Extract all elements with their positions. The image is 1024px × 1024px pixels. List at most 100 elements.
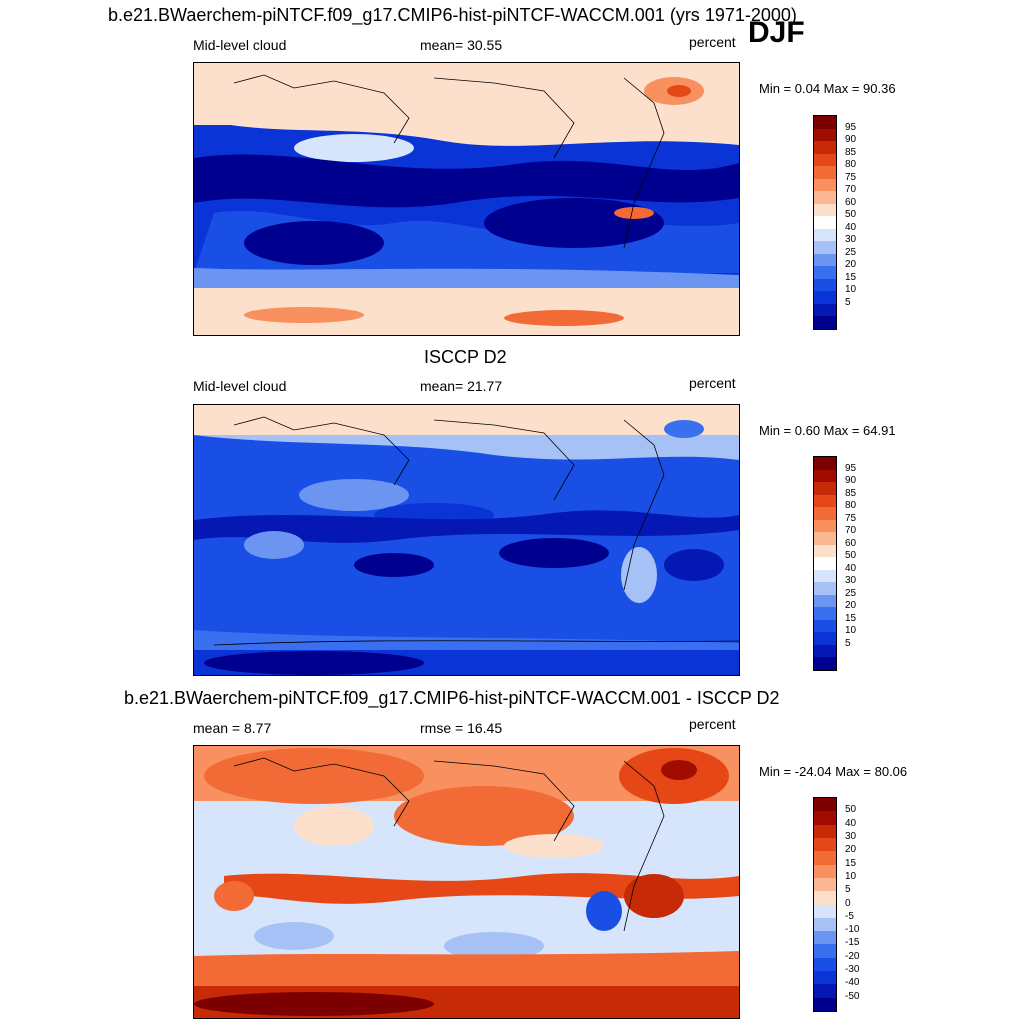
- colorbar-segment: [814, 241, 836, 254]
- colorbar-tick-label: 10: [845, 625, 857, 637]
- colorbar-tick-label: 90: [845, 475, 857, 487]
- colorbar-segment: [814, 203, 836, 217]
- colorbar-tick-label: 25: [845, 246, 857, 258]
- panel2-units: percent: [689, 375, 736, 391]
- panel2-title: ISCCP D2: [424, 347, 507, 367]
- panel3-map: [193, 745, 740, 1019]
- panel1-variable: Mid-level cloud: [193, 37, 287, 53]
- colorbar-tick-label: 20: [845, 844, 857, 856]
- colorbar-segment: [814, 278, 836, 292]
- colorbar-segment: [814, 619, 836, 633]
- colorbar-segment: [814, 864, 836, 878]
- colorbar-segment: [814, 877, 836, 892]
- colorbar-segment: [814, 569, 836, 583]
- colorbar-segment: [814, 316, 836, 329]
- colorbar-tick-label: 50: [845, 550, 857, 562]
- colorbar-segment: [814, 116, 836, 129]
- colorbar-segment: [814, 153, 836, 167]
- colorbar-segment: [814, 191, 836, 204]
- colorbar-tick-label: 75: [845, 512, 857, 524]
- panel3-minmax: Min = -24.04 Max = 80.06: [759, 764, 908, 779]
- colorbar-tick-label: 80: [845, 159, 857, 171]
- colorbar-segment: [814, 944, 836, 958]
- panel1-units: percent: [689, 34, 736, 50]
- panel2-colorbar: [813, 456, 837, 671]
- colorbar-tick-label: 0: [845, 897, 851, 909]
- panel1-map: [193, 62, 740, 336]
- colorbar-segment: [814, 811, 836, 825]
- panel2-mean: mean= 21.77: [420, 378, 503, 394]
- colorbar-segment: [814, 904, 836, 918]
- colorbar-tick-label: -10: [845, 924, 860, 936]
- panel1-title: b.e21.BWaerchem-piNTCF.f09_g17.CMIP6-his…: [108, 5, 797, 25]
- colorbar-tick-label: -5: [845, 910, 854, 922]
- colorbar-tick-label: 5: [845, 637, 851, 649]
- colorbar-segment: [814, 494, 836, 508]
- colorbar-tick-label: 60: [845, 196, 857, 208]
- colorbar-segment: [814, 482, 836, 495]
- colorbar-segment: [814, 582, 836, 595]
- panel1-mean: mean= 30.55: [420, 37, 503, 53]
- colorbar-segment: [814, 457, 836, 470]
- colorbar-segment: [814, 851, 836, 865]
- colorbar-segment: [814, 519, 836, 533]
- colorbar-tick-label: 10: [845, 870, 857, 882]
- colorbar-tick-label: 15: [845, 857, 857, 869]
- colorbar-tick-label: 80: [845, 500, 857, 512]
- panel3-colorbar: [813, 797, 837, 1012]
- colorbar-segment: [814, 957, 836, 972]
- colorbar-tick-label: 95: [845, 121, 857, 133]
- colorbar-segment: [814, 632, 836, 645]
- colorbar-tick-label: 20: [845, 600, 857, 612]
- colorbar-segment: [814, 141, 836, 154]
- colorbar-tick-label: 25: [845, 587, 857, 599]
- colorbar-tick-label: 40: [845, 817, 857, 829]
- colorbar-segment: [814, 178, 836, 192]
- colorbar-tick-label: 50: [845, 209, 857, 221]
- colorbar-tick-label: 90: [845, 134, 857, 146]
- colorbar-segment: [814, 266, 836, 279]
- colorbar-tick-label: 95: [845, 462, 857, 474]
- colorbar-segment: [814, 798, 836, 812]
- colorbar-segment: [814, 644, 836, 658]
- colorbar-tick-label: -20: [845, 950, 860, 962]
- colorbar-segment: [814, 253, 836, 267]
- colorbar-segment: [814, 532, 836, 545]
- panel1-colorbar: [813, 115, 837, 330]
- colorbar-segment: [814, 594, 836, 608]
- colorbar-tick-label: 15: [845, 271, 857, 283]
- colorbar-tick-label: 60: [845, 537, 857, 549]
- colorbar-segment: [814, 228, 836, 242]
- colorbar-segment: [814, 931, 836, 945]
- colorbar-segment: [814, 917, 836, 932]
- colorbar-tick-label: 30: [845, 830, 857, 842]
- colorbar-segment: [814, 557, 836, 570]
- panel1-minmax: Min = 0.04 Max = 90.36: [759, 81, 896, 96]
- colorbar-segment: [814, 971, 836, 985]
- colorbar-tick-label: 70: [845, 525, 857, 537]
- colorbar-segment: [814, 607, 836, 620]
- colorbar-tick-label: 30: [845, 575, 857, 587]
- colorbar-tick-label: 85: [845, 146, 857, 158]
- colorbar-segment: [814, 824, 836, 838]
- season-label: DJF: [748, 16, 805, 49]
- colorbar-segment: [814, 291, 836, 304]
- colorbar-tick-label: 5: [845, 296, 851, 308]
- colorbar-tick-label: 40: [845, 221, 857, 233]
- colorbar-segment: [814, 166, 836, 179]
- colorbar-tick-label: -15: [845, 937, 860, 949]
- colorbar-tick-label: 85: [845, 487, 857, 499]
- colorbar-tick-label: 50: [845, 804, 857, 816]
- colorbar-tick-label: 15: [845, 612, 857, 624]
- colorbar-segment: [814, 128, 836, 142]
- colorbar-tick-label: 40: [845, 562, 857, 574]
- panel3-units: percent: [689, 716, 736, 732]
- colorbar-tick-label: 20: [845, 259, 857, 271]
- colorbar-tick-label: -30: [845, 964, 860, 976]
- panel3-mean: mean = 8.77: [193, 720, 272, 736]
- panel2-variable: Mid-level cloud: [193, 378, 287, 394]
- colorbar-segment: [814, 544, 836, 558]
- colorbar-segment: [814, 997, 836, 1011]
- colorbar-tick-label: -40: [845, 977, 860, 989]
- colorbar-segment: [814, 657, 836, 670]
